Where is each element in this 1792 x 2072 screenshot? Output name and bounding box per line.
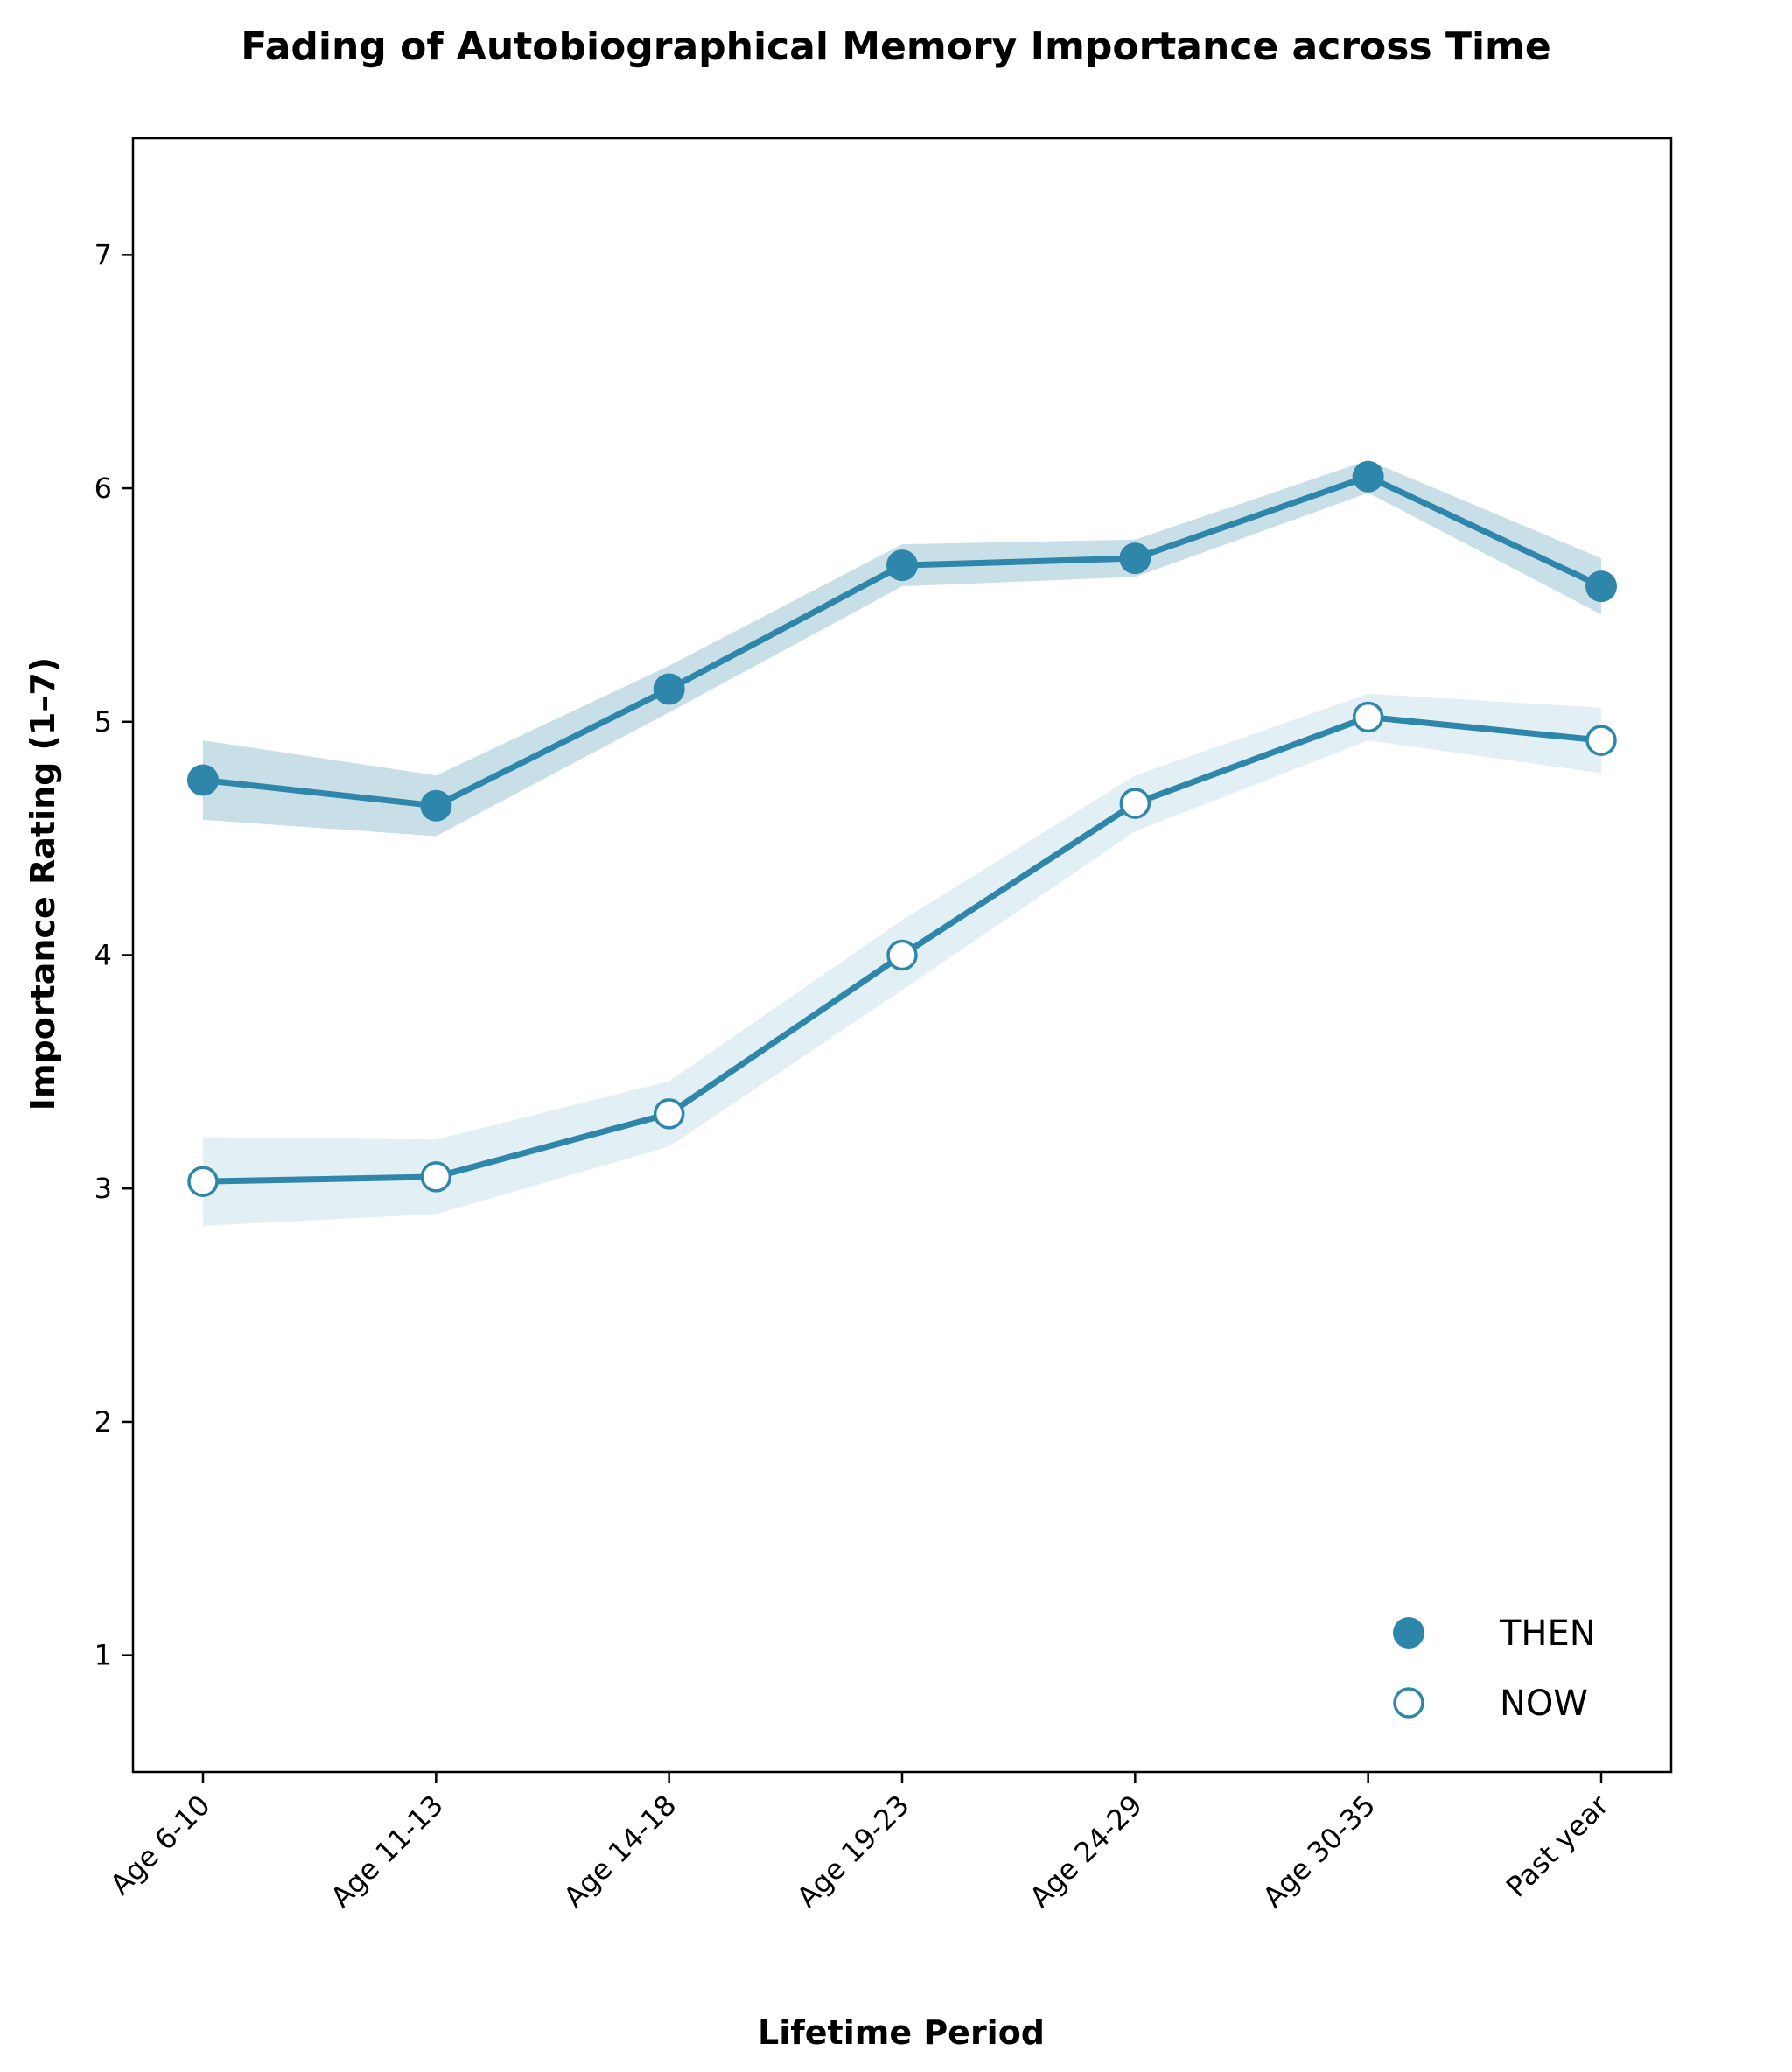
plot-area bbox=[187, 460, 1617, 1226]
legend-label-then: THEN bbox=[1499, 1614, 1596, 1654]
legend-label-now: NOW bbox=[1500, 1684, 1588, 1724]
y-tick-label: 7 bbox=[94, 238, 112, 271]
point-then-4 bbox=[1119, 542, 1152, 575]
x-tick-label: Age 30-35 bbox=[1256, 1788, 1382, 1914]
y-tick-label: 2 bbox=[94, 1405, 112, 1438]
legend-marker-then bbox=[1393, 1617, 1424, 1648]
x-tick-label: Age 24-29 bbox=[1023, 1788, 1149, 1914]
legend: THEN NOW bbox=[1393, 1614, 1596, 1724]
x-tick-label: Age 14-18 bbox=[557, 1788, 683, 1914]
point-now-5 bbox=[1352, 701, 1384, 733]
point-then-3 bbox=[886, 550, 918, 582]
legend-marker-now bbox=[1393, 1687, 1424, 1718]
x-tick-label: Age 6-10 bbox=[103, 1788, 216, 1901]
x-tick-label: Age 19-23 bbox=[790, 1788, 916, 1914]
x-tick-label: Age 11-13 bbox=[324, 1788, 450, 1914]
y-tick-label: 3 bbox=[94, 1172, 112, 1205]
y-tick-label: 5 bbox=[94, 705, 112, 738]
point-then-0 bbox=[187, 764, 219, 796]
y-axis-label: Importance Rating (1–7) bbox=[24, 657, 62, 1110]
point-then-1 bbox=[420, 789, 452, 822]
chart-title: Fading of Autobiographical Memory Import… bbox=[241, 24, 1551, 69]
band-then bbox=[203, 460, 1601, 836]
point-now-6 bbox=[1586, 724, 1617, 756]
x-axis-label: Lifetime Period bbox=[758, 2013, 1045, 2052]
point-now-3 bbox=[886, 939, 918, 971]
y-tick-label: 4 bbox=[94, 939, 112, 972]
line-then bbox=[200, 473, 1605, 809]
y-tick-label: 6 bbox=[94, 472, 112, 505]
point-now-2 bbox=[653, 1098, 685, 1130]
point-now-0 bbox=[187, 1166, 219, 1197]
y-tick-label: 1 bbox=[94, 1639, 112, 1672]
point-then-5 bbox=[1352, 460, 1384, 493]
point-now-1 bbox=[420, 1161, 452, 1193]
point-then-6 bbox=[1586, 570, 1617, 603]
x-tick-label: Past year bbox=[1500, 1788, 1615, 1903]
point-then-2 bbox=[653, 673, 685, 705]
point-now-4 bbox=[1119, 788, 1152, 819]
